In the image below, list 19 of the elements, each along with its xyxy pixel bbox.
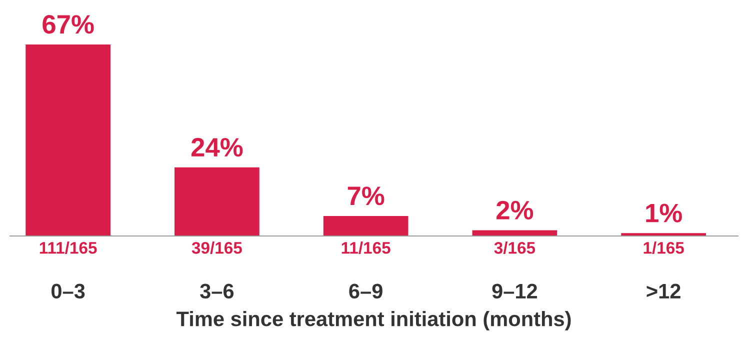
x-tick-label: 6–9	[349, 284, 382, 299]
text: 39/165	[192, 242, 242, 254]
data-label: 7%	[348, 186, 384, 206]
data-label: 24%	[191, 138, 243, 157]
data-label: 67%	[42, 15, 94, 34]
x-axis-title: Time since treatment initiation (months)	[176, 310, 571, 330]
bar	[174, 167, 260, 236]
x-tick-label: 3–6	[200, 284, 234, 299]
data-label: 1%	[646, 204, 682, 222]
x-tick-label: 0–3	[52, 284, 85, 299]
text: 11/165	[342, 242, 390, 254]
text: 1/165	[644, 242, 684, 254]
x-tick-label: >12	[646, 284, 680, 298]
bar	[323, 216, 408, 236]
text: 111/165	[40, 242, 97, 254]
text: 3/165	[494, 242, 536, 254]
bar	[26, 44, 110, 236]
data-label: 2%	[496, 200, 534, 220]
x-tick-label: 9–12	[492, 284, 538, 299]
